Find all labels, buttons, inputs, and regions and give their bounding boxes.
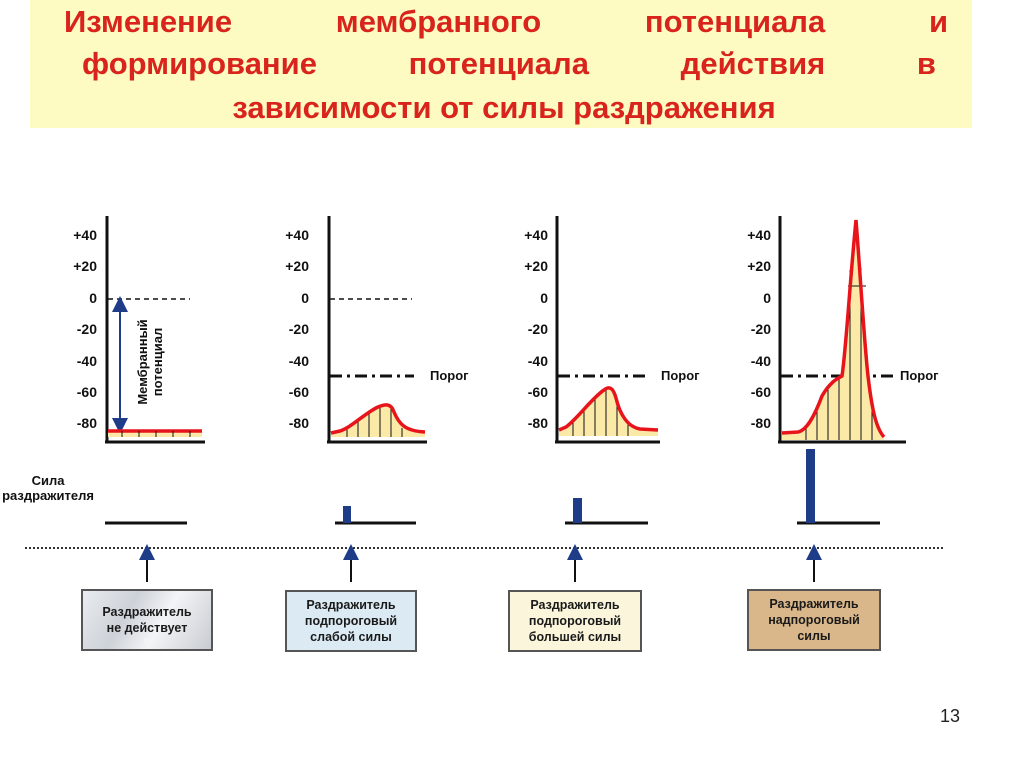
panel-2-tick-minus40: -40 [289,353,309,369]
title-line-3: зависимости от силы раздражения [232,90,776,125]
panel-2-response-fill [331,404,425,437]
panel-1-resting-fill [108,431,202,437]
stimulus-strength-label-2: раздражителя [2,488,94,503]
panel-4-action-potential-curve [781,219,886,439]
panel-4-tick-0: 0 [763,290,771,306]
panel-3-tick-minus20: -20 [528,321,548,337]
panel-3-stimulus-bar [573,498,582,523]
panel-1-graph: +40 +20 0 -20 -40 -60 -80 Мембранный пот… [73,216,205,444]
panel-2-stimulus-bar [343,506,351,523]
panel-4-tick-minus40: -40 [751,353,771,369]
panel-4-tick-minus60: -60 [751,384,771,400]
panel-4-tick-plus20: +20 [747,258,771,274]
panel-1-tick-plus20: +20 [73,258,97,274]
membrane-potential-label-1: Мембранный [135,319,150,404]
panel-2-threshold-label: Порог [430,368,469,383]
panel-3-hatching [572,389,629,436]
panel-4-tick-minus20: -20 [751,321,771,337]
panel-4-hatching [805,268,873,440]
panel-2-tick-minus80: -80 [289,415,309,431]
panel-4-caption: Раздражитель надпороговый силы [768,597,860,643]
panel-3-threshold-label: Порог [661,368,700,383]
panel-1-tick-minus60: -60 [77,384,97,400]
panel-3-tick-0: 0 [540,290,548,306]
panel-3-caption-box: Раздражитель подпороговый большей силы [508,590,642,652]
panel-1-tick-minus40: -40 [77,353,97,369]
stimulus-strength-label-1: Сила [32,473,66,488]
panel-4-tick-minus80: -80 [751,415,771,431]
panel-1-tick-minus80: -80 [77,415,97,431]
panel-1-caption: Раздражитель не действует [102,605,192,635]
panel-3-tick-minus40: -40 [528,353,548,369]
panel-4-threshold-label: Порог [900,368,939,383]
panel-2-response-curve [330,403,426,435]
panel-3-tick-minus80: -80 [528,415,548,431]
panel-3-response-curve [558,386,659,432]
panel-2-tick-plus40: +40 [285,227,309,243]
membrane-potential-label-2: потенциал [150,328,165,396]
panel-3-tick-plus40: +40 [524,227,548,243]
panel-2-hatching [346,407,403,437]
panel-4-stimulus-bar [806,449,815,523]
panel-2-caption-box: Раздражитель подпороговый слабой силы [285,590,417,652]
panel-1-hatching [121,431,191,437]
panel-4-graph: +40 +20 0 -20 -40 -60 -80 Порог [747,216,939,444]
panel-1-caption-extra: и [143,635,150,647]
title-line-2: формирование потенциала действия в [82,46,936,81]
panel-2-tick-minus60: -60 [289,384,309,400]
panel-2-caption: Раздражитель подпороговый слабой силы [304,598,398,644]
panel-2-tick-minus20: -20 [289,321,309,337]
panel-2-tick-plus20: +20 [285,258,309,274]
panel-3-caption: Раздражитель подпороговый большей силы [528,598,622,644]
title-line-1: Изменение мембранного потенциала и [64,4,948,39]
panel-2-graph: +40 +20 0 -20 -40 -60 -80 Порог [285,216,469,444]
panel-3-graph: +40 +20 0 -20 -40 -60 -80 Порог [524,216,700,444]
panel-3-tick-plus20: +20 [524,258,548,274]
panel-4-tick-plus40: +40 [747,227,771,243]
title-band: Изменение мембранного потенциала и форми… [30,0,972,128]
panel-4-response-fill [782,220,884,440]
panel-1-tick-0: 0 [89,290,97,306]
page-number: 13 [940,706,961,726]
panel-1-caption-box: Раздражитель не действует и [81,589,213,651]
panel-1-tick-plus40: +40 [73,227,97,243]
panel-1-tick-minus20: -20 [77,321,97,337]
panel-2-tick-0: 0 [301,290,309,306]
panel-3-tick-minus60: -60 [528,384,548,400]
panel-4-caption-box: Раздражитель надпороговый силы [747,589,881,651]
